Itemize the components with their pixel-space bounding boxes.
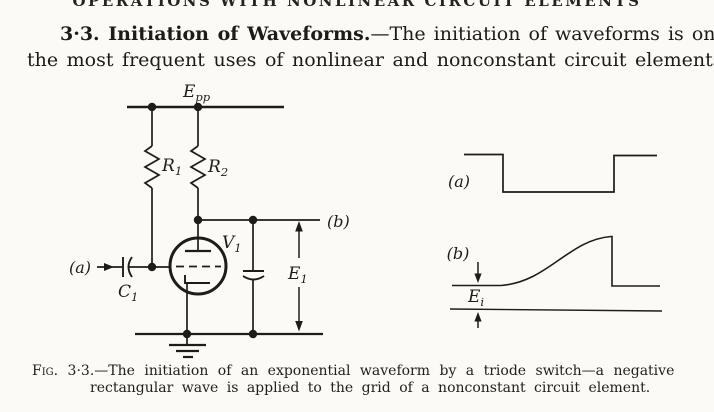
figure-caption-line-2: rectangular wave is applied to the grid … — [90, 380, 651, 396]
label-epp: Epp — [182, 82, 211, 104]
label-e1: E1 — [287, 264, 308, 286]
triode-envelope — [168, 236, 228, 296]
running-header-clip: OPERATIONS WITH NONLINEAR CIRCUIT ELEMEN… — [0, 0, 714, 10]
e1-arrowhead-down-icon — [295, 321, 303, 332]
resistor-r1-zigzag — [143, 145, 161, 189]
fig-label: Fig. — [32, 363, 59, 379]
ground-symbol-icon — [169, 343, 206, 359]
junction-dot — [248, 329, 258, 339]
label-v1: V1 — [222, 233, 242, 255]
running-header: OPERATIONS WITH NONLINEAR CIRCUIT ELEMEN… — [72, 0, 642, 10]
zero-reference-line — [449, 308, 663, 312]
section-heading: 3·3. Initiation of Waveforms. — [60, 23, 371, 45]
caption-text: 3·3.—The initiation of an exponential wa… — [58, 363, 675, 379]
paragraph-line-1-text: —The initiation of waveforms is one of — [370, 23, 714, 45]
waveform-plots: (a) (b) Ei — [447, 153, 663, 328]
figure-caption-line-1: Fig. 3·3.—The initiation of an exponenti… — [32, 363, 674, 379]
c1-plate-right — [127, 256, 133, 278]
label-wave-b: (b) — [447, 244, 470, 263]
label-output-b: (b) — [327, 212, 350, 231]
label-ei: Ei — [467, 287, 484, 309]
resistor-r2-zigzag — [189, 145, 207, 189]
paragraph-line-2: the most frequent uses of nonlinear and … — [27, 49, 714, 71]
ei-arrowhead-up-icon — [474, 312, 482, 322]
cathode-electrode — [184, 275, 210, 284]
input-arrowhead-icon — [104, 263, 114, 271]
ei-arrowhead-down-icon — [474, 273, 482, 283]
circuit-schematic: Epp R1 R2 V1 C1 E1 (a) (b) — [69, 82, 350, 359]
label-input-a: (a) — [69, 258, 91, 277]
bypass-cap-plate-bottom — [242, 275, 265, 281]
label-wave-a: (a) — [448, 172, 470, 191]
label-c1: C1 — [118, 282, 138, 304]
label-r1: R1 — [161, 156, 182, 178]
waveform-b-trace — [452, 235, 660, 287]
label-r2: R2 — [207, 157, 228, 179]
e1-arrowhead-up-icon — [295, 221, 303, 232]
waveform-a-trace — [464, 153, 657, 193]
paragraph-line-1: 3·3. Initiation of Waveforms.—The initia… — [60, 23, 714, 45]
